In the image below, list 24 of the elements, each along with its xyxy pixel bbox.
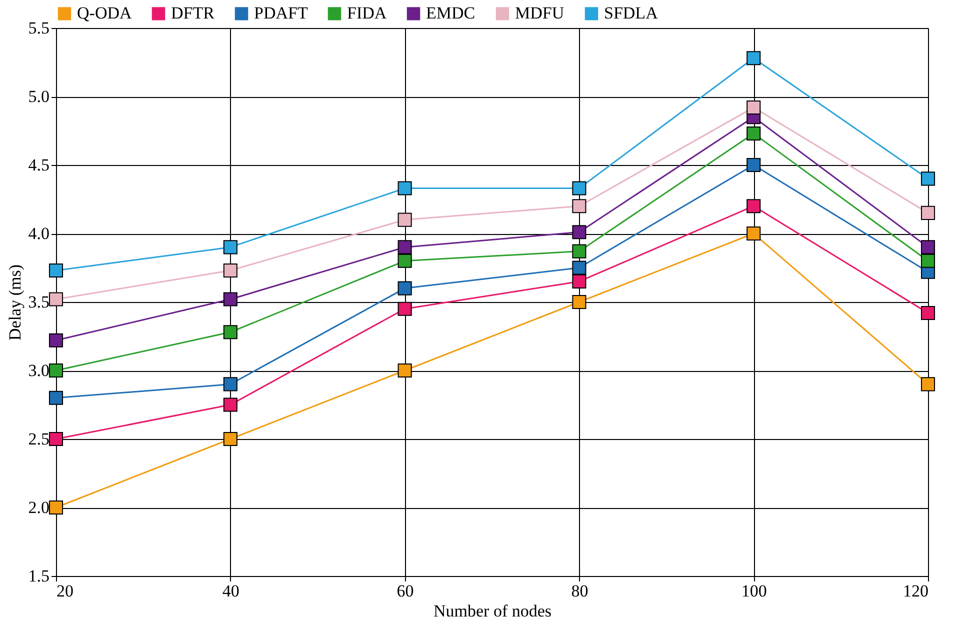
legend-label: EMDC	[426, 4, 476, 23]
legend-label: Q-ODA	[77, 4, 132, 23]
x-tick-label: 120	[903, 582, 928, 600]
x-axis-title: Number of nodes	[433, 602, 552, 620]
legend-label: SFDLA	[604, 4, 659, 23]
y-tick-label: 4.0	[28, 224, 50, 243]
x-tick-label: 80	[571, 582, 588, 600]
y-tick-label: 3.0	[28, 361, 50, 380]
y-tick-label: 2.5	[28, 430, 50, 448]
y-tick-label: 4.5	[28, 156, 50, 174]
y-tick-label: 2.0	[28, 498, 50, 517]
x-tick-label: 40	[222, 582, 240, 600]
legend-label: PDAFT	[254, 4, 308, 23]
y-axis-title: Delay (ms)	[5, 264, 24, 341]
x-tick-label: 100	[741, 582, 767, 600]
y-tick-label: 1.5	[28, 566, 50, 586]
y-tick-label: 5.0	[28, 87, 50, 106]
legend-label: FIDA	[347, 4, 388, 23]
y-tick-label: 5.5	[28, 18, 50, 38]
x-tick-label: 60	[396, 582, 414, 600]
legend-label: DFTR	[171, 4, 216, 23]
x-tick-label: 20	[56, 582, 74, 600]
legend-label: MDFU	[515, 4, 564, 23]
y-tick-label: 3.5	[28, 292, 50, 312]
